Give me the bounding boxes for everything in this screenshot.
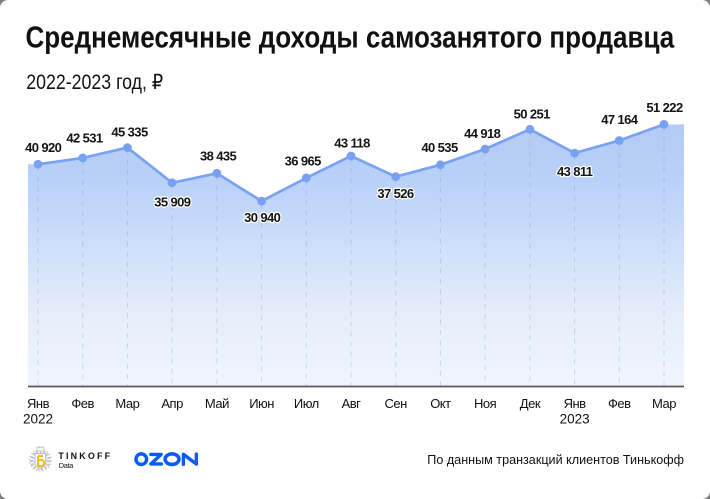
svg-text:Май: Май [205,396,229,411]
svg-text:50 251: 50 251 [514,106,551,121]
svg-text:40 535: 40 535 [421,140,458,155]
svg-text:Дек: Дек [520,396,541,411]
svg-text:Ноя: Ноя [474,396,497,411]
svg-text:Окт: Окт [430,396,451,411]
svg-text:2023: 2023 [560,412,590,427]
svg-text:45 335: 45 335 [111,125,148,140]
svg-text:43 118: 43 118 [334,136,370,151]
svg-text:Июл: Июл [294,396,319,411]
svg-text:Апр: Апр [161,396,183,411]
svg-text:Data: Data [59,461,75,470]
svg-text:Янв: Янв [564,396,587,411]
svg-text:35 909: 35 909 [154,195,191,210]
svg-text:30 940: 30 940 [244,210,281,225]
svg-text:43 811: 43 811 [557,164,593,179]
svg-text:42 531: 42 531 [66,131,103,146]
svg-text:Сен: Сен [385,396,408,411]
svg-text:Фев: Фев [71,396,94,411]
svg-text:По данным транзакций клиентов: По данным транзакций клиентов Тинькофф [427,453,684,467]
svg-text:Июн: Июн [249,396,274,411]
svg-text:47 164: 47 164 [601,112,639,127]
svg-text:2022: 2022 [23,412,53,427]
svg-text:2022-2023 год, ₽: 2022-2023 год, ₽ [26,71,163,95]
svg-text:38 435: 38 435 [200,148,237,163]
svg-text:51 222: 51 222 [646,100,683,115]
svg-text:Фев: Фев [608,396,631,411]
svg-text:37 526: 37 526 [377,186,414,201]
svg-text:Среднемесячные доходы самозаня: Среднемесячные доходы самозанятого прода… [26,20,676,55]
svg-text:Янв: Янв [27,396,50,411]
svg-text:44 918: 44 918 [464,126,501,141]
svg-text:Авг: Авг [342,396,362,411]
svg-text:36 965: 36 965 [285,153,322,168]
svg-text:40 920: 40 920 [25,140,62,155]
svg-text:TINKOFF: TINKOFF [58,451,112,461]
svg-text:Мар: Мар [115,396,139,411]
svg-text:Мар: Мар [652,396,676,411]
